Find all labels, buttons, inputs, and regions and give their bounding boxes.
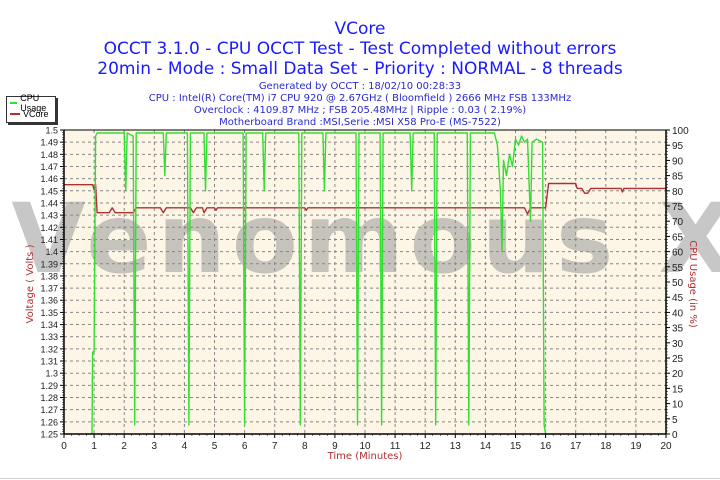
- y-tick-label: 1.34: [40, 320, 58, 330]
- y-tick-label: 1.46: [40, 174, 58, 184]
- x-tick-label: 4: [182, 441, 188, 452]
- y2-tick-label: 95: [672, 141, 684, 152]
- y2-tick-label: 100: [672, 126, 689, 137]
- y-tick-label: 1.37: [40, 284, 58, 294]
- x-tick-label: 7: [272, 441, 278, 452]
- cpu-usage-swatch-icon: [10, 101, 18, 104]
- y2-tick-label: 30: [672, 339, 684, 350]
- x-tick-label: 3: [152, 441, 158, 452]
- x-tick-label: 17: [570, 441, 582, 452]
- y2-tick-label: 45: [672, 293, 684, 304]
- generated-info: Generated by OCCT : 18/02/10 00:28:33: [258, 81, 462, 92]
- y2-axis-label: CPU Usage (in %): [687, 240, 698, 328]
- y2-tick-label: 75: [672, 202, 684, 213]
- x-tick-label: 13: [450, 441, 462, 452]
- x-tick-label: 1: [91, 441, 97, 452]
- cpu-info: CPU : Intel(R) Core(TM) i7 CPU 920 @ 2.6…: [148, 93, 572, 104]
- y2-tick-label: 35: [672, 324, 684, 335]
- y-tick-label: 1.42: [40, 223, 58, 233]
- vcore-swatch-icon: [10, 112, 20, 115]
- y-tick-label: 1.41: [40, 235, 58, 245]
- y-tick-label: 1.47: [40, 162, 58, 172]
- y2-tick-label: 50: [672, 278, 684, 289]
- y-tick-label: 1.33: [40, 332, 58, 342]
- chart-subtitle-2: 20min - Mode : Small Data Set - Priority…: [97, 59, 623, 79]
- y2-tick-label: 10: [672, 400, 684, 411]
- overclock-info: Overclock : 4109.87 MHz ; FSB 205.48MHz …: [193, 105, 527, 116]
- legend-label: CPU Usage: [20, 92, 47, 113]
- y-tick-label: 1.27: [40, 405, 58, 415]
- vcore-line: [64, 182, 666, 215]
- y-tick-label: 1.5: [45, 126, 58, 136]
- y2-tick-label: 25: [672, 354, 684, 365]
- x-tick-label: 0: [61, 441, 67, 452]
- x-tick-label: 8: [302, 441, 308, 452]
- y-tick-label: 1.32: [40, 344, 58, 354]
- y2-tick-label: 90: [672, 156, 684, 167]
- y-tick-label: 1.49: [40, 138, 58, 148]
- legend-item-vcore: VCore: [7, 108, 55, 119]
- y-tick-label: 1.48: [40, 150, 58, 160]
- y-tick-label: 1.38: [40, 271, 58, 281]
- y2-tick-label: 0: [672, 430, 678, 441]
- y-tick-label: 1.35: [40, 308, 58, 318]
- motherboard-info: Motherboard Brand :MSI,Serie :MSI X58 Pr…: [219, 117, 501, 128]
- x-tick-label: 5: [212, 441, 218, 452]
- y-tick-label: 1.28: [40, 393, 58, 403]
- y-tick-label: 1.44: [40, 198, 58, 208]
- y-tick-label: 1.4: [45, 247, 58, 257]
- x-tick-label: 9: [332, 441, 338, 452]
- y-tick-label: 1.26: [40, 417, 58, 427]
- y-tick-label: 1.39: [40, 259, 58, 269]
- x-tick-label: 2: [121, 441, 127, 452]
- y-tick-label: 1.45: [40, 186, 58, 196]
- x-tick-label: 10: [359, 441, 371, 452]
- y2-tick-label: 70: [672, 217, 684, 228]
- bottom-divider: [0, 478, 720, 479]
- x-tick-label: 11: [390, 441, 401, 452]
- y2-tick-label: 60: [672, 248, 684, 259]
- legend-item-cpu-usage: CPU Usage: [7, 93, 55, 113]
- x-tick-label: 20: [660, 441, 672, 452]
- y2-tick-label: 80: [672, 187, 684, 198]
- x-tick-label: 14: [480, 441, 492, 452]
- cpu-usage-line: [91, 132, 547, 435]
- x-axis-label: Time (Minutes): [327, 451, 403, 462]
- x-tick-label: 12: [420, 441, 432, 452]
- y2-tick-label: 55: [672, 263, 684, 274]
- y-tick-label: 1.3: [45, 369, 58, 379]
- y-tick-label: 1.36: [40, 296, 58, 306]
- x-tick-label: 19: [630, 441, 642, 452]
- x-tick-label: 16: [540, 441, 552, 452]
- x-tick-label: 18: [600, 441, 612, 452]
- y2-tick-label: 65: [672, 232, 684, 243]
- x-tick-label: 15: [510, 441, 522, 452]
- chart-subtitle-1: OCCT 3.1.0 - CPU OCCT Test - Test Comple…: [103, 39, 617, 59]
- y2-tick-label: 85: [672, 172, 684, 183]
- y2-tick-label: 40: [672, 308, 684, 319]
- chart-title: VCore: [334, 19, 386, 39]
- y-tick-label: 1.25: [40, 430, 58, 440]
- y-tick-label: 1.31: [40, 357, 58, 367]
- y2-tick-label: 5: [672, 415, 678, 426]
- y2-tick-label: 15: [672, 384, 684, 395]
- y-axis-label: Voltage ( Volts ): [25, 244, 36, 323]
- y-tick-label: 1.43: [40, 211, 58, 221]
- y2-tick-label: 20: [672, 369, 684, 380]
- legend-label: VCore: [23, 108, 49, 119]
- x-tick-label: 6: [242, 441, 248, 452]
- y-tick-label: 1.29: [40, 381, 58, 391]
- chart-legend: CPU Usage VCore: [6, 93, 56, 123]
